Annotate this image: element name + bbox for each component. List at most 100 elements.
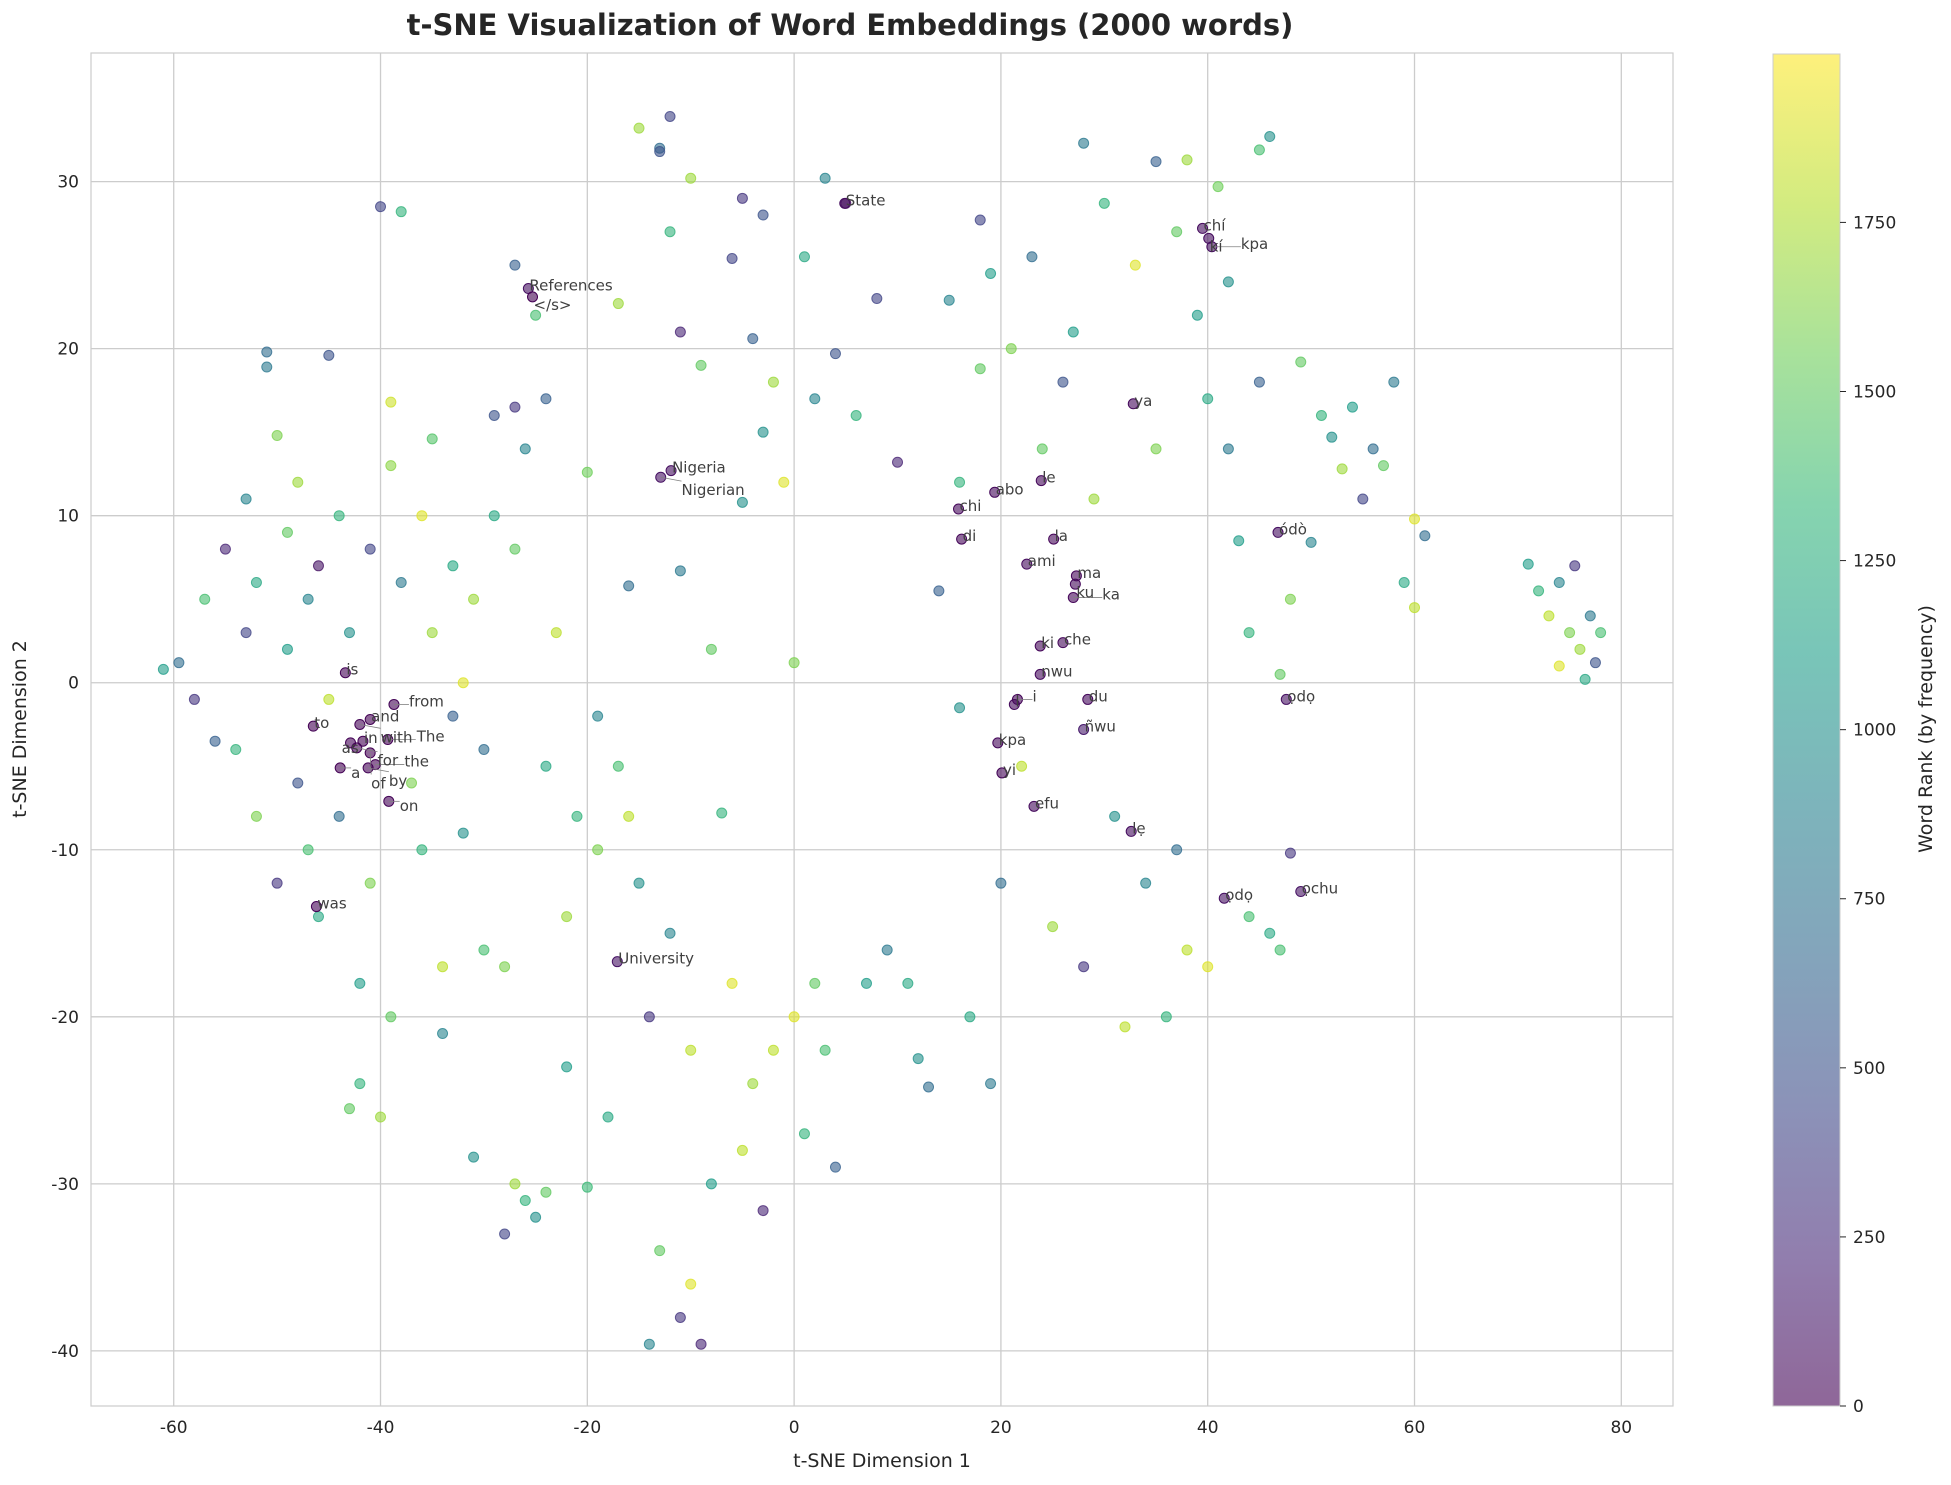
data-point [1398,577,1410,589]
annotated-point [956,533,968,545]
data-point [1171,226,1183,238]
annotated-point [1272,526,1284,538]
data-point [550,627,562,639]
word-label: ọdọ [1287,687,1315,705]
data-point [633,877,645,889]
data-point [798,251,810,263]
data-point [540,393,552,405]
word-label: ami [1028,552,1056,570]
annotated-point [357,735,369,747]
data-point [1409,602,1421,614]
word-label: was [317,895,346,913]
data-point [592,844,604,856]
annotated-point [1127,398,1139,410]
data-point [488,510,500,522]
data-point [871,293,883,305]
data-point [312,911,324,923]
data-point [602,1111,614,1123]
word-label: The [416,728,445,746]
annotation-leader-line [359,724,381,729]
colorbar-gradient [1772,53,1841,1407]
colorbar-ticks: 0 250 500 750 1000 1250 1500 1750 [1840,213,1896,1417]
data-point [612,298,624,310]
data-point [964,1011,976,1023]
x-tick-label: 80 [1610,1418,1632,1438]
data-point [1191,309,1203,321]
data-point [437,1028,449,1040]
word-label: is [346,661,358,679]
data-point [561,911,573,923]
data-point [1150,443,1162,455]
data-point [1005,343,1017,355]
data-point [850,409,862,421]
data-point [664,226,676,238]
colorbar-tick-label: 750 [1853,890,1885,910]
data-point [416,510,428,522]
data-point [1315,409,1327,421]
x-tick-label: 20 [990,1418,1012,1438]
y-tick-label: -20 [51,1008,79,1028]
word-label: ya [1134,392,1152,410]
data-point [1067,326,1079,338]
data-point [685,1044,697,1056]
y-tick-label: -10 [51,841,79,861]
data-point [1274,668,1286,680]
data-point [985,267,997,279]
data-point [726,252,738,264]
data-point [385,1011,397,1023]
data-point [395,206,407,218]
colorbar-tick-label: 0 [1853,1397,1864,1417]
y-tick-label: 0 [68,674,79,694]
data-point [1181,154,1193,166]
data-point [292,476,304,488]
x-tick-label: 0 [789,1418,800,1438]
data-point [809,393,821,405]
word-label: ma [1077,564,1101,582]
word-label: of [371,774,386,792]
data-point [1564,627,1576,639]
annotated-point [1034,640,1046,652]
data-point [540,760,552,772]
annotation-leader-line [368,767,389,773]
word-label: University [618,950,694,968]
word-label: ki [1041,634,1054,652]
colorbar-label: Word Rank (by frequency) [1915,605,1937,853]
word-label: Nigeria [672,459,726,477]
data-point [798,1128,810,1140]
data-point [1264,131,1276,143]
word-label: ka [1102,586,1120,604]
data-point [592,710,604,722]
word-label: the [404,753,429,771]
data-point [654,1245,666,1257]
colorbar-tick-label: 500 [1853,1059,1885,1079]
word-label: ọdọ [1225,886,1253,904]
data-point [736,496,748,508]
annotated-point [1218,892,1230,904]
annotated-point [1078,724,1090,735]
x-tick-label: 60 [1404,1418,1426,1438]
data-point [1295,356,1307,368]
data-point [1212,181,1224,193]
annotation-leader-line [369,752,372,775]
y-tick-label: -40 [51,1342,79,1362]
data-point [1595,627,1607,639]
data-point [902,977,914,989]
data-point [674,1311,686,1323]
data-point [1171,844,1183,856]
data-point [519,443,531,455]
data-point [1253,144,1265,156]
data-point [457,827,469,839]
annotated-point [310,901,322,913]
data-point [612,760,624,772]
data-point [1305,536,1317,548]
annotated-point [1048,533,1060,545]
x-tick-label: -20 [573,1418,601,1438]
data-point [302,593,314,605]
data-point [757,1205,769,1217]
word-label: with [381,728,413,746]
data-point [654,146,666,158]
data-point [219,543,231,555]
data-point [354,977,366,989]
data-point [478,744,490,756]
word-label: from [409,692,444,710]
